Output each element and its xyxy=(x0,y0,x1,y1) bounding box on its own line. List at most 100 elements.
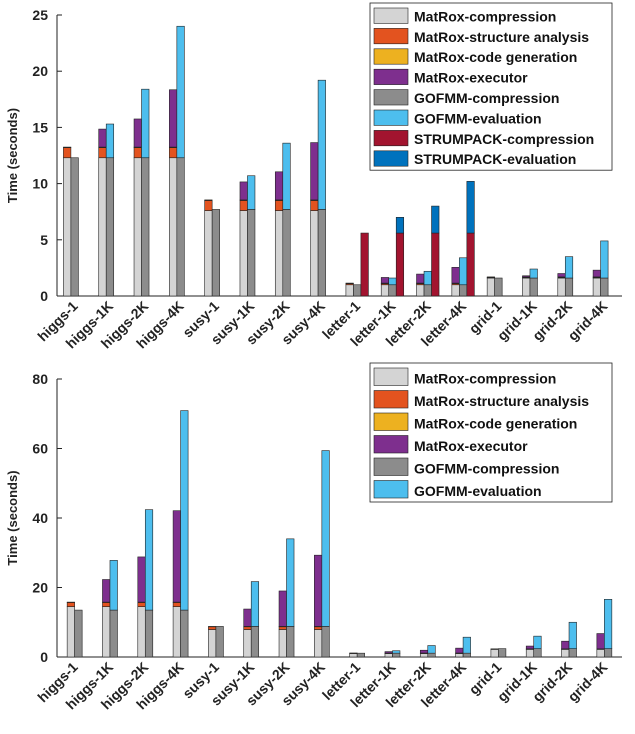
bar-letter-2k-matrox-executor xyxy=(417,274,425,283)
bar-letter-4k-strumpack-evaluation xyxy=(467,181,475,233)
bar-letter-4k-strumpack-compression xyxy=(467,233,475,296)
bar-grid-4k-matrox-compression xyxy=(597,649,605,657)
bar-letter-1k-strumpack-evaluation xyxy=(396,217,404,233)
bar-grid-1-matrox-compression xyxy=(491,649,499,657)
bar-grid-2k-matrox-compression xyxy=(562,649,570,657)
bar-susy-2k-matrox-compression xyxy=(279,630,287,657)
bar-letter-2k-matrox-compression xyxy=(417,285,425,296)
y-tick-label: 20 xyxy=(32,63,48,79)
bar-susy-1-matrox-compression xyxy=(208,630,216,657)
legend-swatch-matrox-structure-analysis xyxy=(374,391,408,409)
bar-letter-1k-gofmm-evaluation xyxy=(389,278,397,285)
legend-label-matrox-executor: MatRox-executor xyxy=(414,70,528,86)
bar-grid-2k-matrox-compression xyxy=(558,278,566,296)
bar-higgs-1k-matrox-compression xyxy=(99,158,107,296)
bar-grid-1-matrox-code-generation xyxy=(487,277,495,278)
bar-grid-1-gofmm-compression xyxy=(498,649,506,657)
bar-susy-1k-gofmm-compression xyxy=(251,626,259,657)
bar-letter-4k-gofmm-compression xyxy=(459,285,467,296)
bar-higgs-2k-gofmm-compression xyxy=(145,610,153,657)
bar-grid-1k-matrox-executor xyxy=(526,646,534,649)
legend-label-matrox-structure-analysis: MatRox-structure analysis xyxy=(414,393,589,409)
y-axis-label: Time (seconds) xyxy=(5,470,20,565)
bar-susy-1k-gofmm-compression xyxy=(247,209,255,296)
y-tick-label: 40 xyxy=(32,510,48,526)
bar-letter-2k-gofmm-evaluation xyxy=(428,646,436,654)
legend-label-matrox-compression: MatRox-compression xyxy=(414,8,556,24)
bar-letter-2k-gofmm-evaluation xyxy=(424,271,432,284)
bar-higgs-1k-matrox-compression xyxy=(102,607,110,657)
bar-susy-1k-gofmm-evaluation xyxy=(247,176,255,210)
bar-letter-4k-matrox-compression xyxy=(452,285,460,296)
legend-swatch-strumpack-compression xyxy=(374,130,408,145)
bar-higgs-1-matrox-code-generation xyxy=(63,147,71,148)
legend-label-matrox-structure-analysis: MatRox-structure analysis xyxy=(414,29,589,45)
bar-grid-4k-gofmm-evaluation xyxy=(604,599,612,648)
bar-susy-2k-matrox-structure-analysis xyxy=(279,627,287,630)
legend-swatch-matrox-executor xyxy=(374,436,408,454)
bar-higgs-4k-matrox-executor xyxy=(173,511,181,602)
bar-susy-1k-matrox-executor xyxy=(244,609,252,626)
bar-higgs-1k-gofmm-compression xyxy=(110,610,118,657)
bar-higgs-4k-matrox-structure-analysis xyxy=(173,602,181,606)
legend-swatch-gofmm-evaluation xyxy=(374,110,408,125)
bar-susy-2k-gofmm-evaluation xyxy=(283,143,291,209)
bar-higgs-1k-gofmm-compression xyxy=(106,158,114,296)
bar-susy-4k-gofmm-compression xyxy=(318,209,326,296)
bar-susy-2k-matrox-executor xyxy=(279,591,287,626)
bar-higgs-4k-gofmm-compression xyxy=(181,610,189,657)
bar-susy-1k-gofmm-evaluation xyxy=(251,582,259,627)
bar-letter-2k-matrox-compression xyxy=(420,654,428,657)
x-tick-label: grid-4K xyxy=(565,298,611,344)
bar-susy-1-matrox-structure-analysis xyxy=(205,200,213,210)
bar-higgs-1-gofmm-compression xyxy=(71,158,79,296)
bar-susy-4k-matrox-compression xyxy=(311,211,319,296)
legend-swatch-matrox-code-generation xyxy=(374,49,408,64)
legend-label-gofmm-compression: GOFMM-compression xyxy=(414,90,559,106)
bar-susy-4k-matrox-structure-analysis xyxy=(314,627,322,630)
bar-higgs-2k-matrox-compression xyxy=(134,158,142,296)
bar-letter-1k-gofmm-evaluation xyxy=(392,651,400,653)
bar-higgs-1k-gofmm-evaluation xyxy=(106,124,114,158)
bar-susy-4k-gofmm-compression xyxy=(322,626,330,657)
y-tick-label: 10 xyxy=(32,176,48,192)
bar-grid-1k-gofmm-evaluation xyxy=(534,636,542,649)
bar-higgs-1-matrox-structure-analysis xyxy=(67,602,75,606)
legend-swatch-gofmm-evaluation xyxy=(374,481,408,499)
legend-swatch-matrox-executor xyxy=(374,69,408,84)
bar-higgs-4k-matrox-compression xyxy=(173,607,181,657)
bar-susy-1k-matrox-compression xyxy=(244,630,252,657)
bar-grid-4k-matrox-compression xyxy=(593,278,601,296)
x-tick-label: grid-4K xyxy=(565,659,611,705)
bar-higgs-4k-matrox-structure-analysis xyxy=(169,148,177,158)
bar-letter-1-matrox-compression xyxy=(350,654,358,657)
bar-letter-1-matrox-code-generation xyxy=(346,283,354,284)
bar-higgs-1-matrox-compression xyxy=(63,158,71,296)
bar-higgs-1k-matrox-structure-analysis xyxy=(99,148,107,158)
bar-grid-1k-matrox-compression xyxy=(522,278,530,296)
legend-swatch-gofmm-compression xyxy=(374,90,408,105)
bar-higgs-1k-matrox-executor xyxy=(102,580,110,603)
bar-letter-2k-strumpack-compression xyxy=(432,233,440,296)
bar-letter-4k-matrox-compression xyxy=(456,654,464,657)
bar-susy-2k-gofmm-compression xyxy=(287,626,295,657)
bar-letter-1-matrox-compression xyxy=(346,285,354,296)
bar-higgs-4k-matrox-executor xyxy=(169,90,177,147)
bar-grid-2k-gofmm-evaluation xyxy=(569,622,577,648)
legend-swatch-matrox-structure-analysis xyxy=(374,28,408,43)
bar-higgs-4k-matrox-compression xyxy=(169,158,177,296)
y-axis-label: Time (seconds) xyxy=(5,108,20,203)
bar-grid-1k-gofmm-compression xyxy=(534,649,542,657)
bar-higgs-2k-gofmm-evaluation xyxy=(142,89,150,158)
legend-label-matrox-code-generation: MatRox-code generation xyxy=(414,49,577,65)
bar-letter-1k-matrox-executor xyxy=(381,277,389,283)
legend-label-gofmm-evaluation: GOFMM-evaluation xyxy=(414,110,542,126)
y-tick-label: 80 xyxy=(32,371,48,387)
bar-grid-4k-gofmm-compression xyxy=(601,278,609,296)
y-tick-label: 60 xyxy=(32,441,48,457)
legend-label-matrox-compression: MatRox-compression xyxy=(414,371,556,387)
bar-grid-2k-gofmm-compression xyxy=(565,278,573,296)
